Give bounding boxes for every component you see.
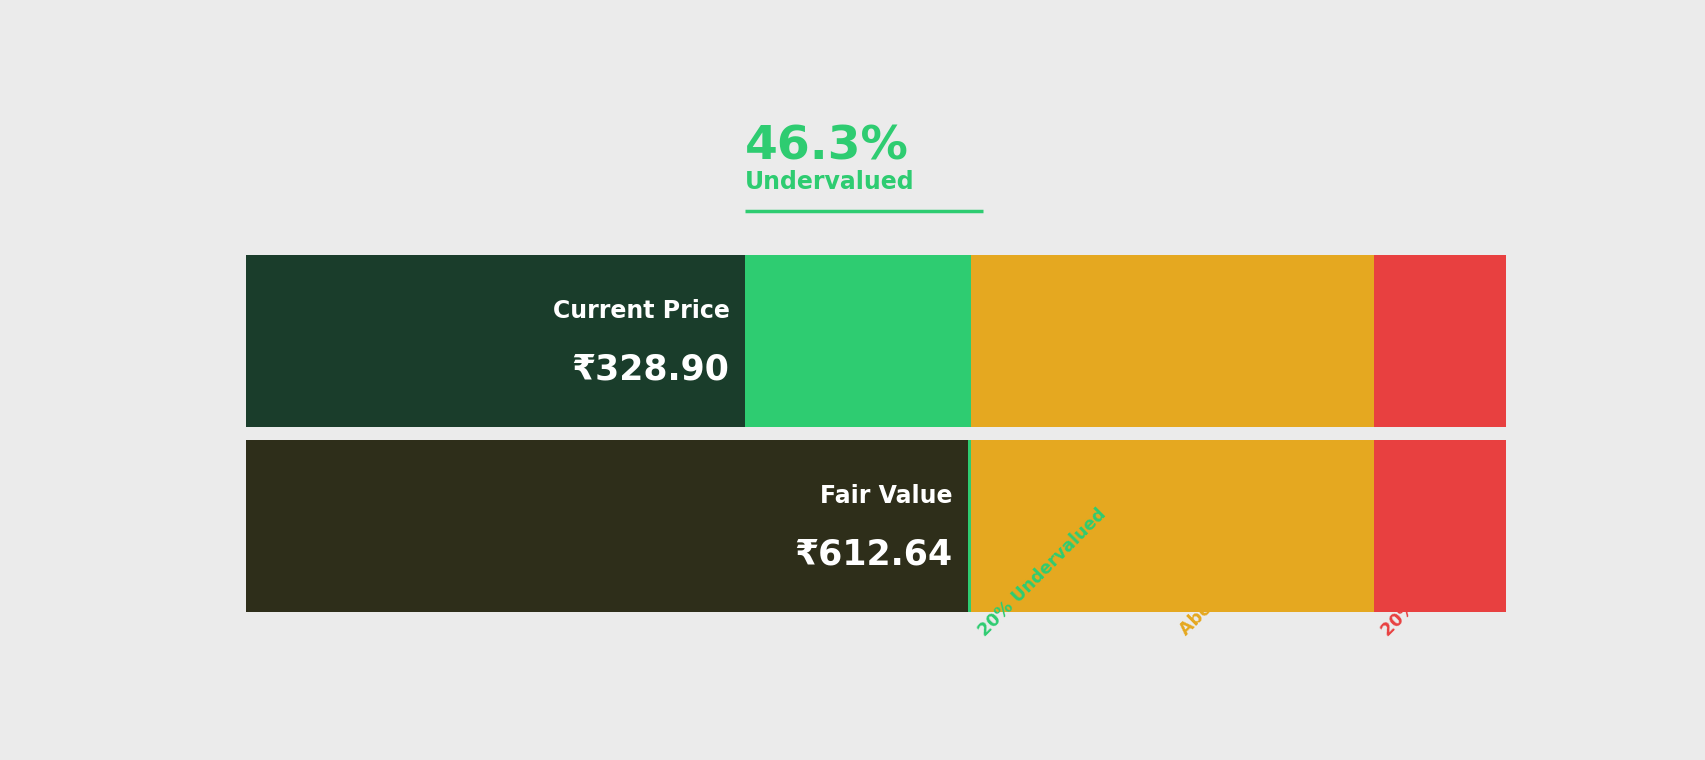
Text: 20% Overvalued: 20% Overvalued (1378, 514, 1502, 639)
Bar (970, 440, 1171, 612)
Text: ₹612.64: ₹612.64 (795, 537, 951, 571)
Text: Undervalued: Undervalued (745, 170, 914, 194)
Text: About Right: About Right (1176, 544, 1272, 639)
Text: Current Price: Current Price (552, 299, 730, 323)
Bar (246, 440, 968, 612)
Bar (246, 440, 970, 612)
Text: 20% Undervalued: 20% Undervalued (974, 505, 1108, 639)
Bar (1373, 255, 1506, 427)
Text: ₹328.90: ₹328.90 (571, 352, 730, 386)
Text: 46.3%: 46.3% (745, 125, 909, 169)
Bar (1373, 440, 1506, 612)
Bar (246, 255, 745, 427)
Bar (246, 255, 970, 427)
Bar (970, 255, 1171, 427)
Text: Fair Value: Fair Value (820, 483, 951, 508)
Bar (1171, 440, 1373, 612)
Bar (1171, 255, 1373, 427)
